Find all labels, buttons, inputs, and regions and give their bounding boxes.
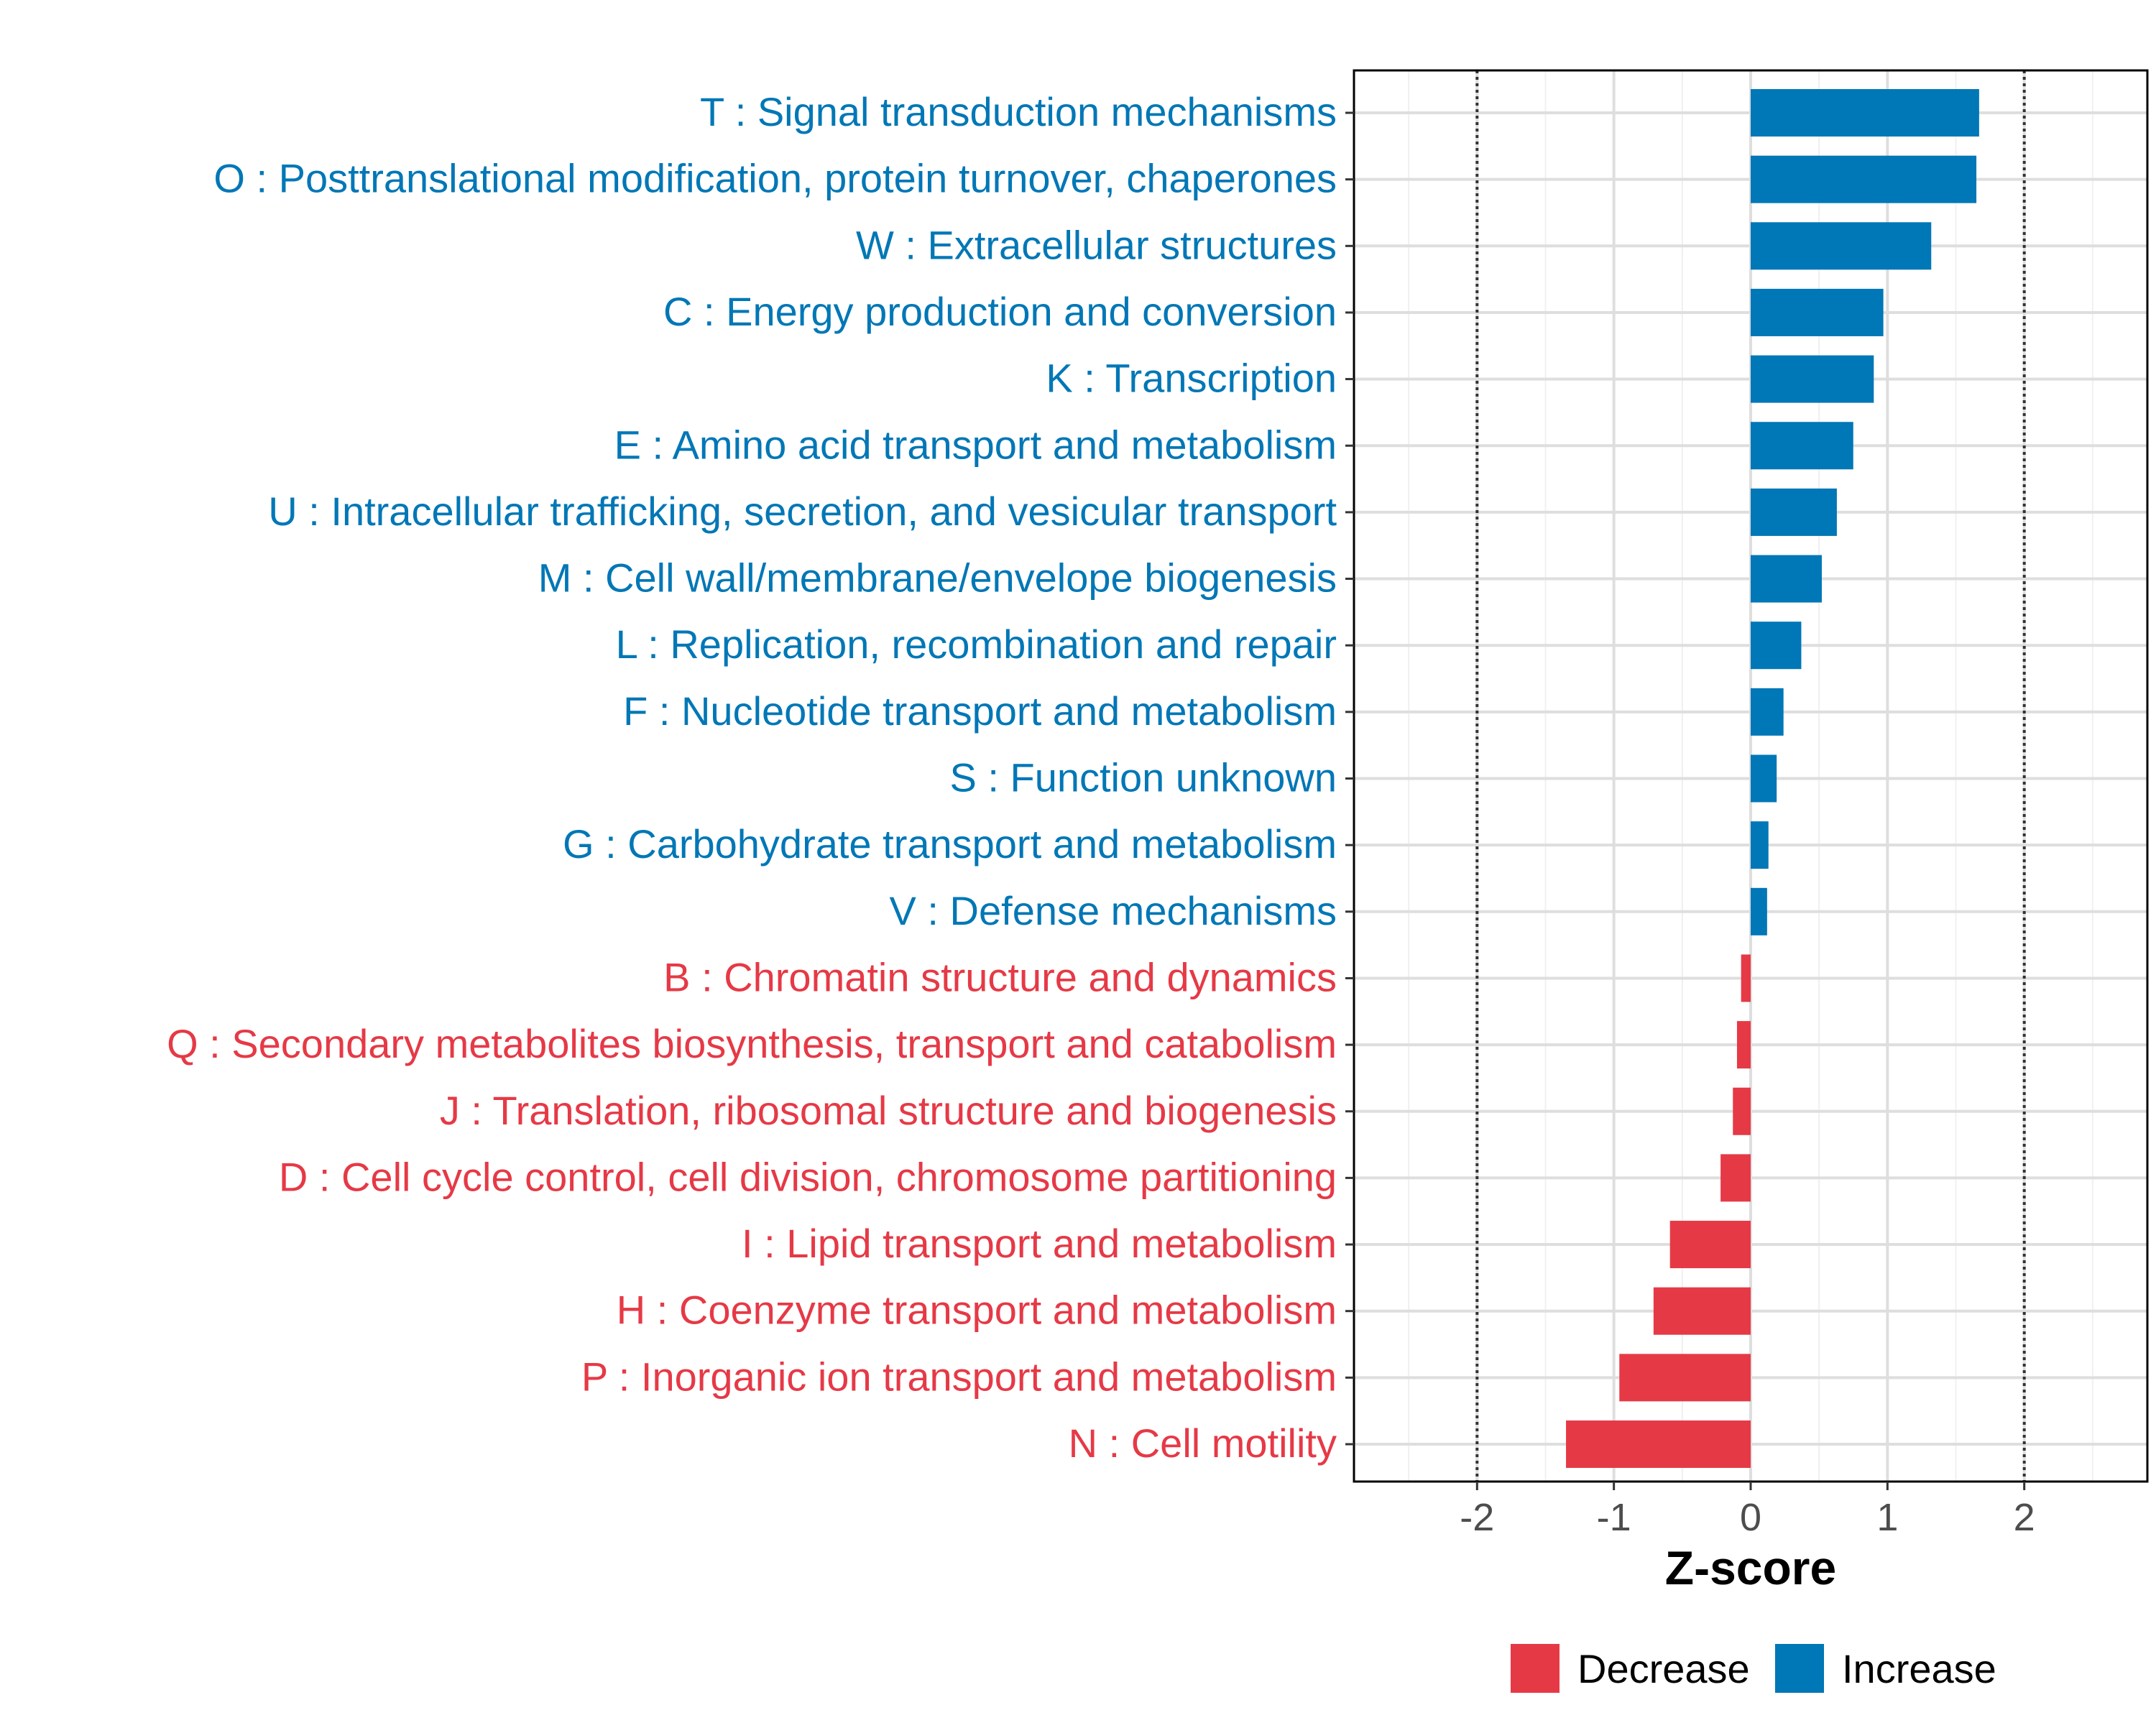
y-tick-label: L : Replication, recombination and repai… <box>616 622 1337 667</box>
label-layer: T : Signal transduction mechanisms O : Po… <box>167 89 2035 1594</box>
bar <box>1741 954 1751 1002</box>
y-tick-label: M : Cell wall/membrane/envelope biogenes… <box>538 555 1337 601</box>
bar-layer <box>1566 89 1979 1468</box>
y-tick-label: P : Inorganic ion transport and metaboli… <box>581 1354 1337 1399</box>
legend-label: Increase <box>1842 1646 1996 1691</box>
bar <box>1751 89 1979 137</box>
legend-label: Decrease <box>1577 1646 1750 1691</box>
y-tick-label: I : Lipid transport and metabolism <box>742 1221 1337 1266</box>
y-tick-label: V : Defense mechanisms <box>890 888 1337 933</box>
bar <box>1733 1087 1751 1135</box>
y-tick-label: B : Chromatin structure and dynamics <box>663 954 1337 999</box>
bar <box>1619 1354 1751 1402</box>
y-tick-label: G : Carbohydrate transport and metabolis… <box>563 821 1337 867</box>
bar <box>1751 488 1837 536</box>
bar <box>1751 222 1932 270</box>
bar <box>1566 1420 1751 1468</box>
y-tick-label: W : Extracellular structures <box>856 222 1337 267</box>
y-tick-label: S : Function unknown <box>949 755 1337 800</box>
y-tick-label: E : Amino acid transport and metabolism <box>614 422 1337 467</box>
bar <box>1751 155 1977 203</box>
y-tick-label: O : Posttranslational modification, prot… <box>213 156 1337 201</box>
y-tick-label: H : Coenzyme transport and metabolism <box>617 1288 1337 1333</box>
x-tick-label: -1 <box>1597 1496 1631 1539</box>
y-tick-label: D : Cell cycle control, cell division, c… <box>279 1154 1337 1199</box>
y-tick-label: C : Energy production and conversion <box>663 289 1337 334</box>
bar <box>1736 1021 1751 1069</box>
bar <box>1751 555 1822 603</box>
legend-key <box>1775 1644 1824 1693</box>
y-tick-label: J : Translation, ribosomal structure and… <box>440 1088 1337 1133</box>
x-tick-label: -2 <box>1460 1496 1494 1539</box>
bar <box>1653 1287 1751 1335</box>
bar <box>1720 1154 1751 1202</box>
bar <box>1751 355 1874 403</box>
y-tick-label: U : Intracellular trafficking, secretion… <box>268 489 1337 534</box>
x-axis-title: Z-score <box>1665 1541 1836 1594</box>
y-tick-label: K : Transcription <box>1046 356 1337 401</box>
y-tick-label: F : Nucleotide transport and metabolism <box>623 688 1337 734</box>
bar <box>1751 754 1777 803</box>
bar <box>1751 688 1784 736</box>
bar <box>1751 821 1769 869</box>
legend-layer: Decrease Increase <box>1511 1644 1996 1693</box>
y-tick-label: Q : Secondary metabolites biosynthesis, … <box>167 1021 1337 1066</box>
bar <box>1751 422 1853 470</box>
x-tick-label: 1 <box>1876 1496 1898 1539</box>
bar <box>1751 887 1767 935</box>
frame-layer <box>1345 69 2149 1490</box>
legend-key <box>1511 1644 1560 1693</box>
y-tick-label: T : Signal transduction mechanisms <box>700 89 1337 134</box>
bar <box>1751 288 1884 336</box>
bar <box>1669 1221 1751 1269</box>
x-tick-label: 0 <box>1740 1496 1761 1539</box>
x-tick-label: 2 <box>2014 1496 2035 1539</box>
bar <box>1751 622 1802 670</box>
y-tick-label: N : Cell motility <box>1069 1420 1337 1466</box>
